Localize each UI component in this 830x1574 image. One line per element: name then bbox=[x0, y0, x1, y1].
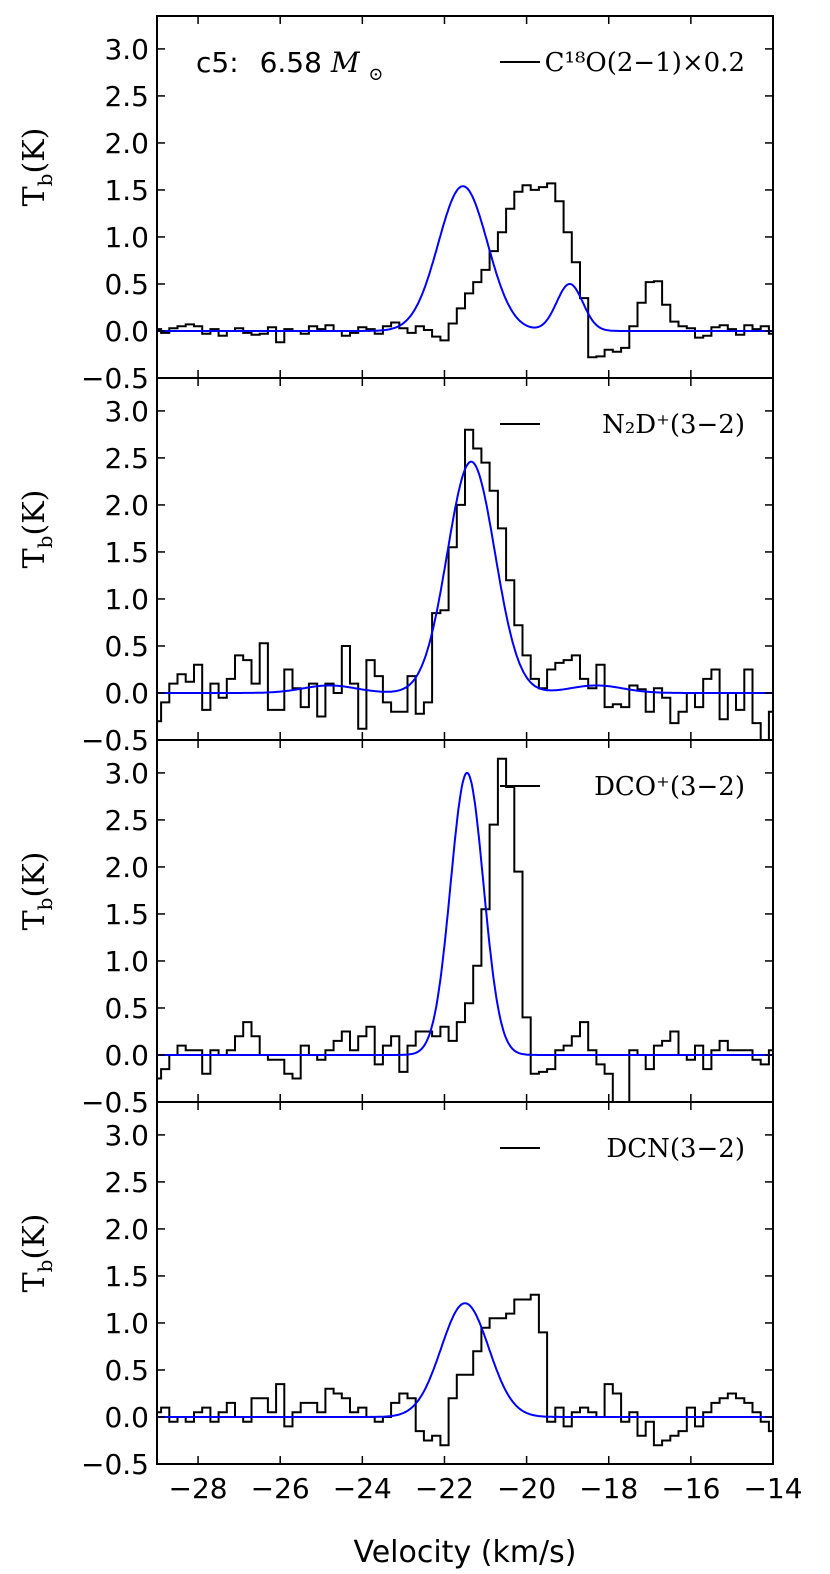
x-tick-label: −24 bbox=[333, 1472, 392, 1505]
y-tick-label: −0.5 bbox=[81, 1448, 149, 1481]
x-axis-title: Velocity (km/s) bbox=[354, 1535, 577, 1570]
observed-spectrum-line bbox=[157, 182, 773, 359]
y-tick-label: 2.5 bbox=[104, 1166, 149, 1199]
y-axis-title-sub: b bbox=[33, 536, 57, 549]
x-tick-label: −20 bbox=[497, 1472, 556, 1505]
y-tick-label: 1.0 bbox=[104, 1307, 149, 1340]
y-axis-title-sub: b bbox=[33, 174, 57, 187]
y-tick-label: 0.5 bbox=[104, 268, 149, 301]
observed-spectrum-line bbox=[157, 1293, 773, 1447]
y-tick-label: 0.0 bbox=[104, 677, 149, 710]
y-axis-title-main: T bbox=[17, 548, 52, 568]
y-tick-label: 0.0 bbox=[104, 315, 149, 348]
y-axis-title-sub: b bbox=[33, 898, 57, 911]
y-axis-title-unit: (K) bbox=[17, 490, 52, 536]
y-tick-label: 2.5 bbox=[104, 442, 149, 475]
x-tick-label: −28 bbox=[169, 1472, 228, 1505]
panel-4: −0.5 0.0 0.5 1.0 1.5 2.0 2.5 3.0 −28 −26 −24 −22 −20… bbox=[17, 1101, 803, 1505]
y-tick-label: −0.5 bbox=[81, 362, 149, 395]
x-tick-label: −22 bbox=[415, 1472, 474, 1505]
y-tick-label: 2.0 bbox=[104, 489, 149, 522]
x-tick-label: −18 bbox=[579, 1472, 638, 1505]
y-tick-label: 1.0 bbox=[104, 221, 149, 254]
y-tick-label: 2.0 bbox=[104, 851, 149, 884]
y-tick-label: 3.0 bbox=[104, 33, 149, 66]
y-axis-title-unit: (K) bbox=[17, 852, 52, 898]
y-tick-label: 0.5 bbox=[104, 992, 149, 1025]
y-tick-label: 2.5 bbox=[104, 80, 149, 113]
y-tick-label: 1.5 bbox=[104, 174, 149, 207]
panels-group: −0.50.00.51.01.52.02.53.0Tb(K)C¹⁸O(2−1)×… bbox=[17, 15, 803, 1505]
y-axis-title-unit: (K) bbox=[17, 128, 52, 174]
y-tick-label: 3.0 bbox=[104, 757, 149, 790]
y-tick-label: 0.0 bbox=[104, 1401, 149, 1434]
legend-label: N₂D⁺(3−2) bbox=[602, 410, 745, 440]
y-axis-title-main: T bbox=[17, 1272, 52, 1292]
gaussian-fit-line bbox=[157, 1302, 773, 1418]
y-tick-label: 1.5 bbox=[104, 1260, 149, 1293]
gaussian-fit-line bbox=[157, 185, 773, 332]
x-tick-label: −14 bbox=[743, 1472, 802, 1505]
observed-spectrum-line bbox=[157, 428, 773, 740]
y-tick-label: 1.0 bbox=[104, 945, 149, 978]
core-mass-annotation: c5: 6.58 M ⊙ bbox=[196, 46, 383, 85]
y-tick-label: 0.5 bbox=[104, 630, 149, 663]
y-tick-label: 0.0 bbox=[104, 1039, 149, 1072]
y-tick-label: 2.5 bbox=[104, 804, 149, 837]
y-tick-label: 1.0 bbox=[104, 583, 149, 616]
panel-3: −0.5 0.0 0.5 1.0 1.5 2.0 2.5 3.0 Tb(K) DCO⁺(3−2) bbox=[17, 739, 774, 1119]
y-axis-title-main: T bbox=[17, 910, 52, 930]
y-tick-label: 1.5 bbox=[104, 898, 149, 931]
x-tick-label: −26 bbox=[251, 1472, 310, 1505]
y-axis-title-unit: (K) bbox=[17, 1214, 52, 1260]
y-tick-label: 3.0 bbox=[104, 395, 149, 428]
y-axis-title: Tb(K) bbox=[17, 490, 57, 569]
legend-label: DCO⁺(3−2) bbox=[594, 772, 745, 802]
gaussian-fit-line bbox=[157, 460, 773, 694]
y-tick-label: 2.0 bbox=[104, 1213, 149, 1246]
y-tick-label: −0.5 bbox=[81, 724, 149, 757]
y-axis-title: Tb(K) bbox=[17, 1214, 57, 1293]
y-axis-title-sub: b bbox=[33, 1260, 57, 1273]
panel-2: −0.5 0.0 0.5 1.0 1.5 2.0 2.5 3.0 Tb(K) N₂D⁺(3−2) bbox=[17, 377, 774, 757]
y-tick-label: 2.0 bbox=[104, 127, 149, 160]
y-axis-title: Tb(K) bbox=[17, 852, 57, 931]
y-tick-label: 0.5 bbox=[104, 1354, 149, 1387]
y-tick-label: −0.5 bbox=[81, 1086, 149, 1119]
y-tick-label: 1.5 bbox=[104, 536, 149, 569]
plot-frame bbox=[156, 1101, 774, 1465]
y-tick-label: 3.0 bbox=[104, 1119, 149, 1152]
y-axis-title-main: T bbox=[17, 186, 52, 206]
legend-label: DCN(3−2) bbox=[606, 1134, 745, 1164]
legend-label: C¹⁸O(2−1)×0.2 bbox=[545, 48, 745, 78]
observed-spectrum-line bbox=[157, 757, 773, 1102]
y-axis-title: Tb(K) bbox=[17, 128, 57, 207]
panel-1: −0.5 0.0 0.5 1.0 1.5 2.0 2.5 3.0 Tb(K) C¹⁸O(2−1)×… bbox=[17, 15, 774, 395]
gaussian-fit-line bbox=[157, 772, 773, 1056]
x-tick-label: −16 bbox=[661, 1472, 720, 1505]
